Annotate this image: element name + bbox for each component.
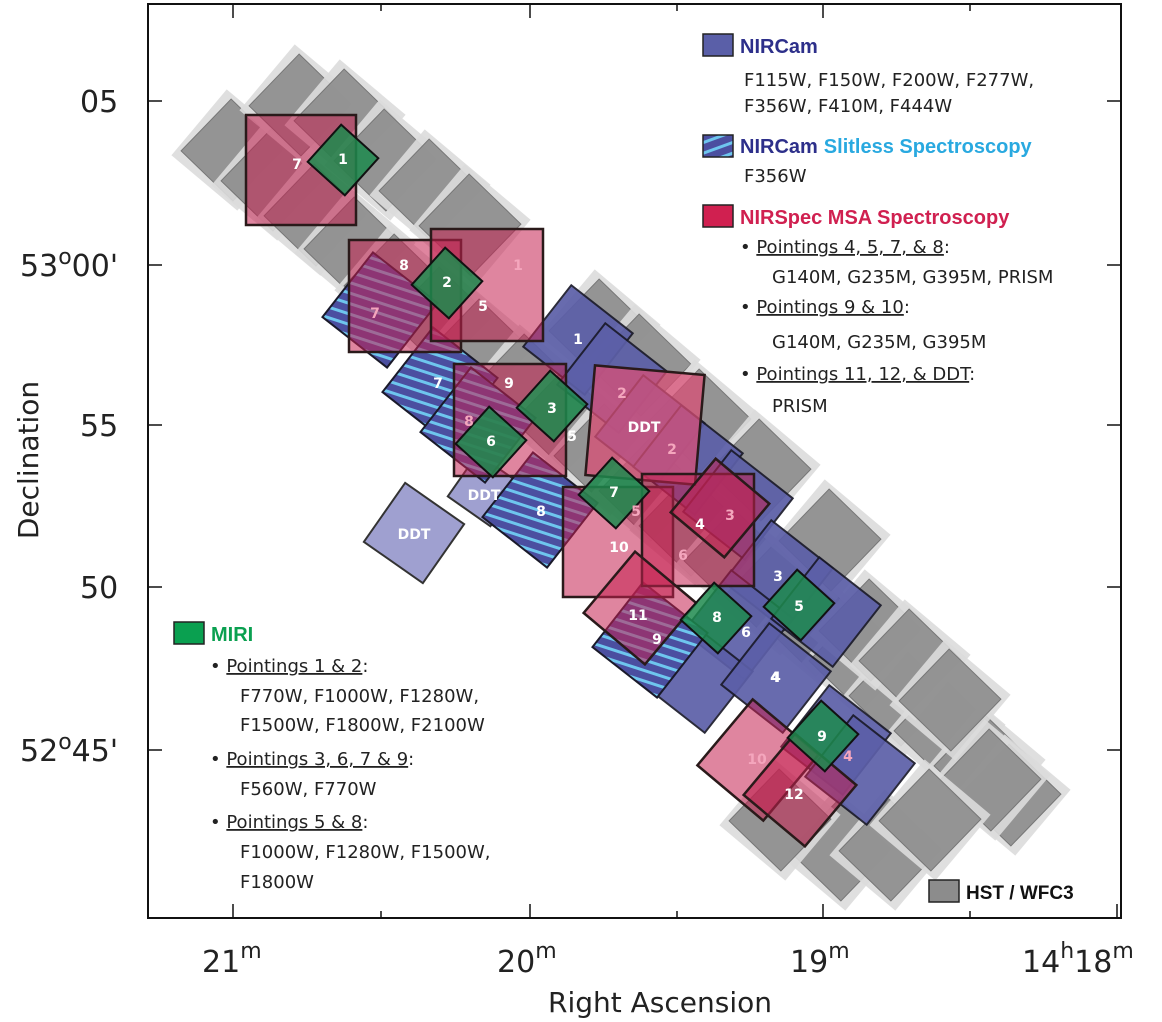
nirspec-legend-title: NIRSpec MSA Spectroscopy (740, 207, 1010, 229)
miri-label-6: 6 (486, 434, 496, 450)
slitless-filter: F356W (744, 166, 807, 187)
nirspec-label-4b: 4 (771, 670, 781, 686)
x-tick-19m: 19m (790, 939, 850, 980)
nirspec-label-12: 12 (784, 787, 803, 803)
miri-item-3-head: • Pointings 5 & 8: (210, 812, 368, 833)
hst-swatch (928, 879, 960, 903)
axis-ticks (148, 4, 1121, 918)
nirspec-label-11: 11 (628, 608, 647, 624)
nircam-label-3: 3 (773, 569, 783, 585)
miri-tile (515, 369, 589, 443)
miri-tile (577, 456, 651, 530)
nirspec-label-3: 3 (725, 508, 735, 524)
nirspec-label-5: 5 (478, 299, 488, 315)
nirspec-label-8: 8 (399, 258, 409, 274)
nirspec-label-2: 2 (617, 386, 627, 402)
miri-label-2: 2 (442, 275, 452, 291)
nircam-legend-title: NIRCam (740, 36, 818, 58)
nirspec-label-4: 4 (695, 517, 705, 533)
nirspec-item-2-body: G140M, G235M, G395M (772, 332, 986, 353)
nirspec-label-10: 10 (609, 540, 629, 556)
hst-tile (898, 648, 1002, 752)
nirspec-label-5b: 5 (631, 504, 641, 520)
miri-tile (306, 123, 380, 197)
miri-label-8: 8 (712, 610, 722, 626)
miri-label-9: 9 (817, 729, 827, 745)
nircam-label-5: 5 (567, 429, 577, 445)
miri-item-1-body1: F770W, F1000W, F1280W, (240, 686, 479, 707)
nirspec-label-4c: 4 (843, 749, 853, 765)
slitless-label-8b: 8 (536, 504, 546, 520)
slitless-legend-title: NIRCam Slitless Spectroscopy (740, 136, 1033, 158)
miri-tile (786, 699, 860, 773)
nircam-ddt-tile (362, 481, 466, 585)
nirspec-swatch (702, 204, 734, 228)
miri-tile (762, 568, 836, 642)
slitless-label-7b: 7 (433, 376, 443, 392)
miri-label-5: 5 (794, 599, 804, 615)
plot-frame (147, 3, 1122, 919)
nirspec-label-ddt: DDT (628, 420, 661, 436)
nirspec-item-2-head: • Pointings 9 & 10: (740, 297, 910, 318)
nirspec-label-1: 1 (513, 258, 523, 274)
nircam-label-1: 1 (573, 332, 583, 348)
miri-item-2-head: • Pointings 3, 6, 7 & 9: (210, 749, 414, 770)
miri-item-3-body2: F1800W (240, 872, 314, 893)
nircam-ddt-label-2: DDT (468, 488, 501, 504)
slitless-label-8: 8 (464, 414, 474, 430)
miri-item-3-body1: F1000W, F1280W, F1500W, (240, 842, 491, 863)
hst-legend-title: HST / WFC3 (966, 883, 1074, 904)
nircam-ddt-label-1: DDT (398, 527, 431, 543)
nircam-label-6: 6 (741, 625, 751, 641)
slitless-swatch (702, 134, 734, 158)
miri-item-1-head: • Pointings 1 & 2: (210, 656, 368, 677)
miri-legend-title: MIRI (211, 624, 253, 646)
miri-label-1: 1 (338, 152, 348, 168)
x-tick-20m: 20m (497, 939, 557, 980)
miri-label-3: 3 (547, 401, 557, 417)
slitless-label-7: 7 (370, 306, 380, 322)
nirspec-label-6: 6 (678, 548, 688, 564)
nirspec-label-9: 9 (504, 376, 514, 392)
x-tick-14h18m: 14h18m (1022, 939, 1134, 980)
nirspec-label-10b: 10 (747, 752, 767, 768)
nirspec-item-3-head: • Pointings 11, 12, & DDT: (740, 364, 975, 385)
y-tick-55: 55 (80, 409, 118, 444)
nirspec-label-7: 7 (292, 157, 302, 173)
nirspec-tile-11 (581, 549, 699, 667)
nircam-filters-line1: F115W, F150W, F200W, F277W, (744, 70, 1034, 91)
nirspec-tile-ddt (584, 364, 706, 486)
x-axis-title: Right Ascension (548, 986, 772, 1019)
y-tick-50: 50 (80, 571, 118, 606)
nirspec-item-1-head: • Pointings 4, 5, 7, & 8: (740, 237, 950, 258)
miri-pointings (306, 123, 860, 773)
y-tick-05: 05 (80, 85, 118, 120)
nircam-label-4: 4 (770, 670, 780, 686)
hst-tile (878, 768, 982, 872)
y-tick-52-45: 52o45' (20, 730, 118, 769)
nirspec-item-3-body: PRISM (772, 396, 828, 417)
miri-label-7: 7 (609, 485, 619, 501)
nirspec-tile-3 (668, 456, 772, 560)
slitless-label-9: 9 (652, 632, 662, 648)
nircam-swatch (702, 33, 734, 57)
x-tick-21m: 21m (202, 939, 262, 980)
nircam-filters-line2: F356W, F410M, F444W (744, 96, 952, 117)
miri-tile (679, 581, 753, 655)
miri-tile (454, 405, 528, 479)
miri-tile (410, 246, 484, 320)
y-tick-53-00: 53o00' (20, 245, 118, 284)
miri-item-2-body1: F560W, F770W (240, 779, 377, 800)
miri-item-1-body2: F1500W, F1800W, F2100W (240, 715, 485, 736)
nircam-label-2: 2 (667, 442, 677, 458)
nirspec-item-1-body: G140M, G235M, G395M, PRISM (772, 267, 1053, 288)
miri-swatch (173, 621, 205, 645)
y-axis-title: Declination (12, 381, 45, 539)
